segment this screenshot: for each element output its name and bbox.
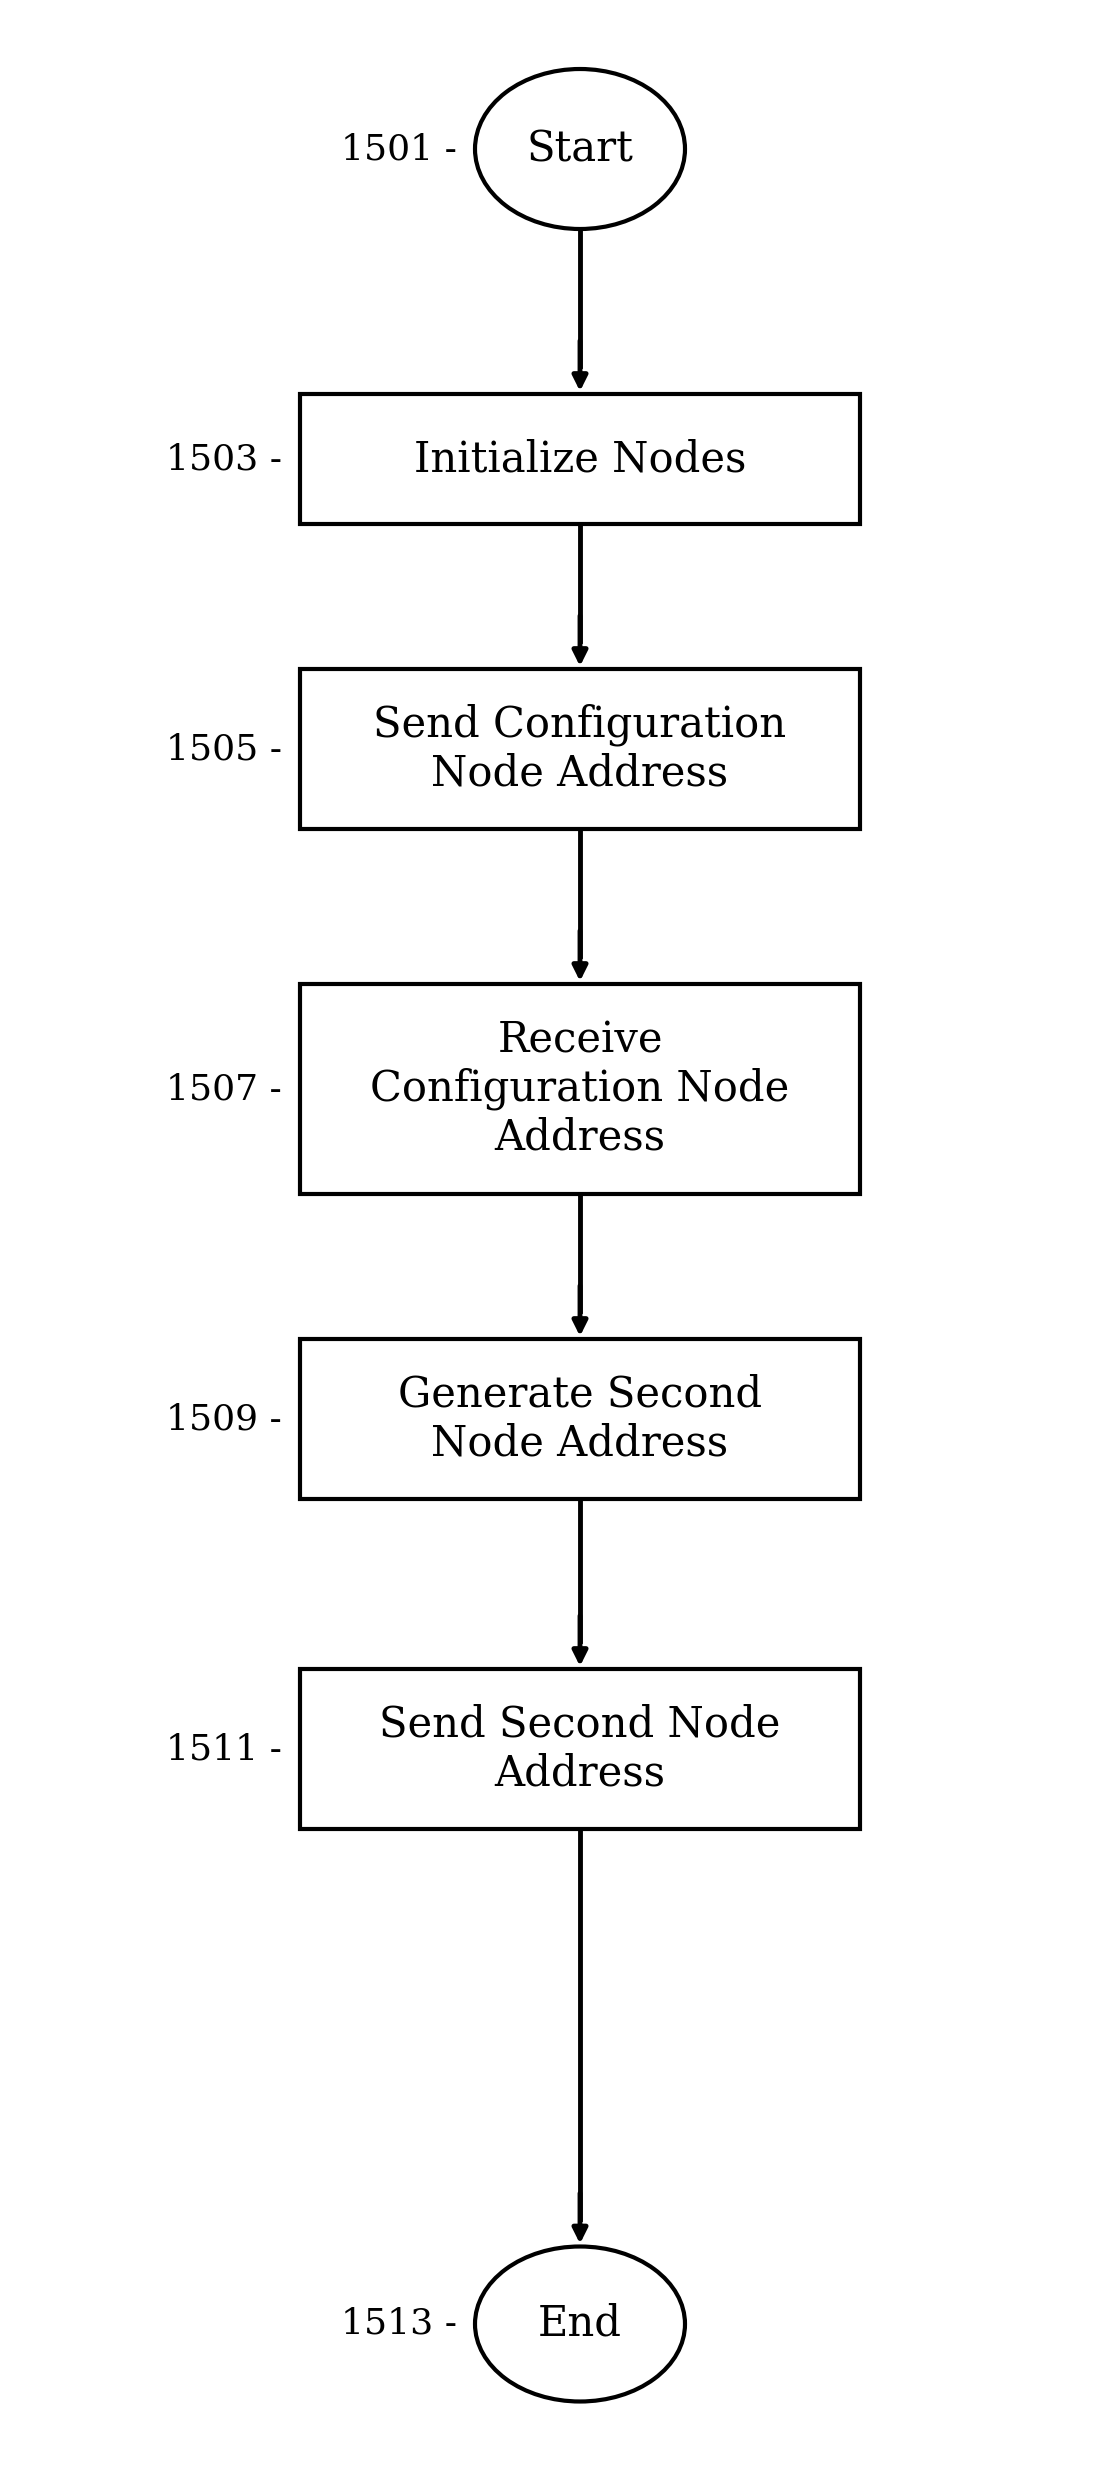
Ellipse shape <box>475 2246 685 2402</box>
Bar <box>300 1668 860 1830</box>
Bar <box>300 669 860 828</box>
Text: 1513 -: 1513 - <box>341 2308 457 2340</box>
Text: 1507 -: 1507 - <box>166 1071 283 1106</box>
Text: Send Second Node
Address: Send Second Node Address <box>379 1703 781 1795</box>
Bar <box>300 394 860 523</box>
Text: Start: Start <box>527 129 633 171</box>
Text: 1511 -: 1511 - <box>166 1733 283 1765</box>
Text: Send Configuration
Node Address: Send Configuration Node Address <box>373 704 786 796</box>
Bar <box>300 1339 860 1500</box>
Text: End: End <box>538 2303 622 2345</box>
Bar <box>300 984 860 1195</box>
Text: 1503 -: 1503 - <box>166 441 283 476</box>
Ellipse shape <box>475 69 685 228</box>
Text: 1501 -: 1501 - <box>342 131 457 166</box>
Text: Receive
Configuration Node
Address: Receive Configuration Node Address <box>370 1019 789 1158</box>
Text: 1509 -: 1509 - <box>166 1403 283 1435</box>
Text: 1505 -: 1505 - <box>166 731 283 766</box>
Text: Initialize Nodes: Initialize Nodes <box>414 439 746 481</box>
Text: Generate Second
Node Address: Generate Second Node Address <box>397 1373 762 1465</box>
